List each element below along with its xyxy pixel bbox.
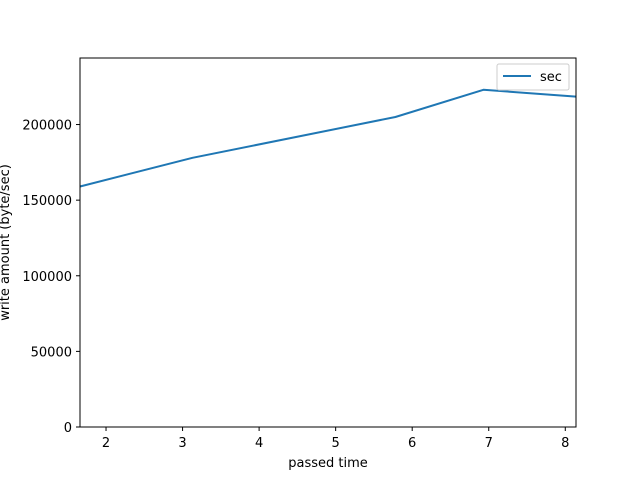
y-axis-label: write amount (byte/sec) bbox=[0, 164, 13, 321]
plot-area bbox=[80, 58, 576, 427]
y-tick-label: 150000 bbox=[22, 194, 72, 209]
x-tick-label: 2 bbox=[102, 436, 110, 451]
x-tick-label: 3 bbox=[178, 436, 186, 451]
legend-label-sec: sec bbox=[540, 70, 562, 85]
legend-box bbox=[496, 63, 570, 91]
y-tick-label: 200000 bbox=[22, 119, 72, 134]
y-tick-label: 50000 bbox=[31, 345, 72, 360]
series-layer bbox=[79, 88, 577, 188]
x-tick-label: 4 bbox=[255, 436, 263, 451]
x-tick-label: 7 bbox=[485, 436, 493, 451]
x-tick-label: 5 bbox=[332, 436, 340, 451]
series-line-sec bbox=[79, 88, 577, 188]
x-tick-label: 8 bbox=[561, 436, 569, 451]
x-tick-label: 6 bbox=[408, 436, 416, 451]
x-axis-ticks: 2 3 4 5 6 7 8 bbox=[102, 427, 569, 451]
x-axis-label: passed time bbox=[288, 456, 368, 471]
plot-frame bbox=[79, 57, 577, 428]
y-axis-ticks: 0 50000 100000 150000 200000 bbox=[22, 119, 80, 436]
legend: sec bbox=[496, 63, 570, 91]
y-tick-label: 0 bbox=[64, 421, 72, 436]
y-tick-label: 100000 bbox=[22, 270, 72, 285]
